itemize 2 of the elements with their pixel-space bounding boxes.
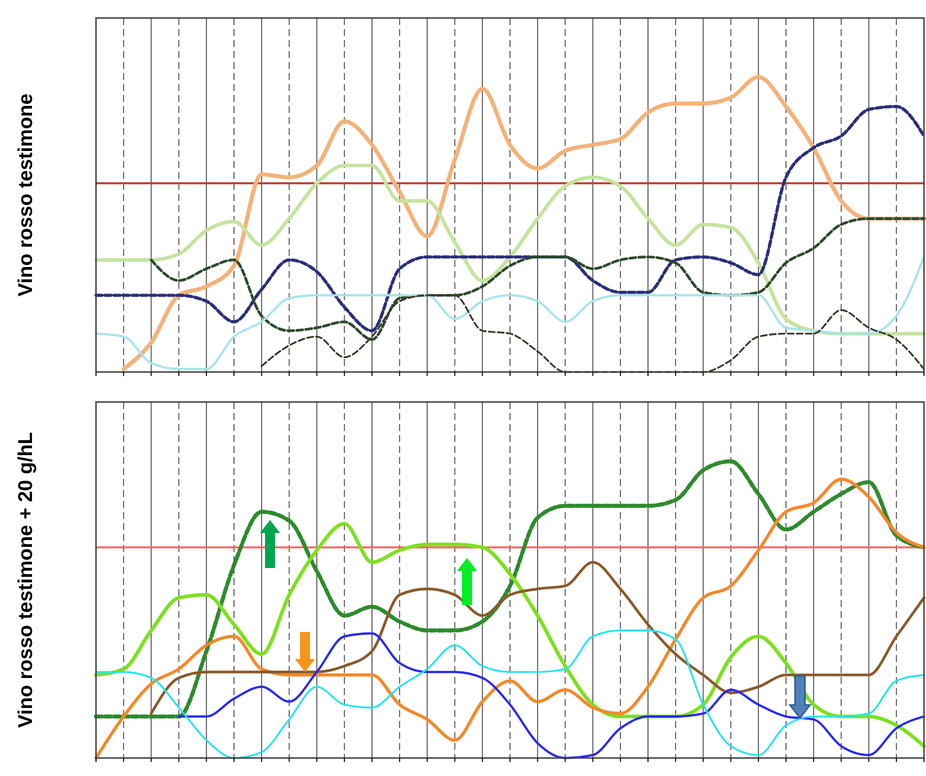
y-axis-title: Vino rosso testimone	[15, 93, 37, 297]
y-axis-title: Vino rosso testimone + 20 g/hL	[15, 432, 37, 728]
